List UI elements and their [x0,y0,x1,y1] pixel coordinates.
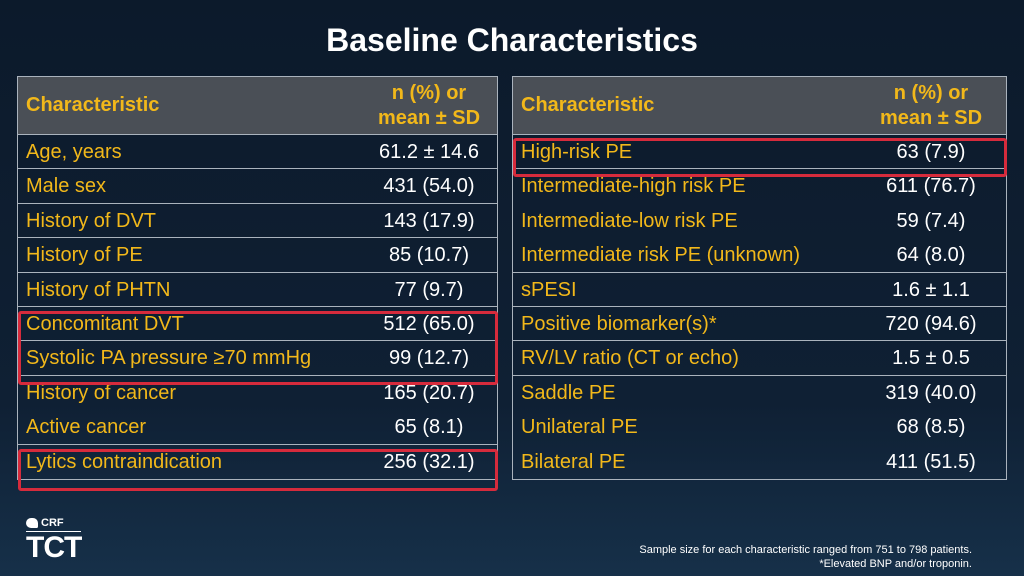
tct-logo: CRF TCT [26,517,82,564]
table-row: History of cancer 165 (20.7) [18,376,497,410]
table-row: History of PE 85 (10.7) [18,238,497,273]
header-value: n (%) or mean ± SD [377,81,481,129]
row-label: High-risk PE [521,141,633,163]
footnote: Sample size for each characteristic rang… [639,543,972,571]
table-row: Active cancer 65 (8.1) [18,410,497,445]
table-row: sPESI 1.6 ± 1.1 [513,273,1006,307]
table-row: Intermediate risk PE (unknown) 64 (8.0) [513,238,1006,273]
row-label: sPESI [521,278,577,301]
left-characteristics-table: Characteristic n (%) or mean ± SD Age, ye… [17,76,498,480]
crf-heart-icon [26,518,38,528]
footnote-sample-size: Sample size for each characteristic rang… [639,544,972,556]
row-value: 63 (7.9) [896,141,966,163]
row-value: 68 (8.5) [896,416,966,439]
row-label: Concomitant DVT [26,312,184,335]
table-row: Concomitant DVT 512 (65.0) [18,307,497,342]
footnote-biomarker: *Elevated BNP and/or troponin. [819,558,972,570]
crf-logo: CRF [26,517,81,529]
row-label: Male sex [26,175,107,198]
row-label: Age, years [26,141,122,163]
table-row: Unilateral PE 68 (8.5) [513,410,1006,444]
row-label: History of PE [26,244,143,267]
row-value: 85 (10.7) [388,244,470,267]
table-header: Characteristic n (%) or mean ± SD [513,77,1006,135]
table-row: Male sex 431 (54.0) [18,169,497,204]
tct-wordmark: TCT [26,531,82,564]
row-label: Unilateral PE [521,416,638,439]
row-value: 431 (54.0) [383,175,475,198]
table-row: Bilateral PE 411 (51.5) [513,445,1006,479]
header-characteristic: Characteristic [26,94,160,116]
row-value: 611 (76.7) [886,175,976,198]
row-value: 411 (51.5) [886,450,976,473]
table-row: Intermediate-low risk PE 59 (7.4) [513,204,1006,238]
row-label: History of PHTN [26,278,171,301]
row-label: RV/LV ratio (CT or echo) [521,347,739,370]
row-label: Systolic PA pressure ≥70 mmHg [26,347,312,370]
row-label: History of DVT [26,209,157,232]
row-value: 61.2 ± 14.6 [379,141,479,163]
row-label: Intermediate risk PE (unknown) [521,244,801,267]
table-row: High-risk PE 63 (7.9) [513,135,1006,170]
table-row: History of PHTN 77 (9.7) [18,273,497,307]
row-value: 65 (8.1) [394,416,464,439]
row-label: Lytics contraindication [26,450,223,473]
table-row: Age, years 61.2 ± 14.6 [18,135,497,170]
table-row: Saddle PE 319 (40.0) [513,376,1006,410]
row-value: 99 (12.7) [388,347,470,370]
row-label: Active cancer [26,416,147,439]
row-value: 165 (20.7) [383,381,475,404]
header-characteristic: Characteristic [521,94,655,116]
page-title: Baseline Characteristics [326,22,698,58]
row-label: Positive biomarker(s)* [521,312,717,335]
row-value: 59 (7.4) [896,209,966,232]
row-label: Saddle PE [521,381,616,404]
table-row: Positive biomarker(s)* 720 (94.6) [513,307,1006,342]
table-row: RV/LV ratio (CT or echo) 1.5 ± 0.5 [513,341,1006,376]
row-value: 512 (65.0) [383,312,475,335]
table-row: Intermediate-high risk PE 611 (76.7) [513,169,1006,203]
row-label: History of cancer [26,381,177,404]
table-row: Systolic PA pressure ≥70 mmHg 99 (12.7) [18,341,497,376]
row-value: 720 (94.6) [885,312,977,335]
row-value: 143 (17.9) [383,209,475,232]
row-value: 319 (40.0) [885,381,977,404]
row-value: 1.6 ± 1.1 [892,278,970,301]
row-value: 1.5 ± 0.5 [892,347,970,370]
row-value: 64 (8.0) [896,244,966,267]
row-value: 77 (9.7) [394,278,464,301]
table-header: Characteristic n (%) or mean ± SD [18,77,497,135]
row-label: Bilateral PE [521,450,626,473]
table-row: Lytics contraindication 256 (32.1) [18,445,497,479]
header-value: n (%) or mean ± SD [879,81,983,129]
table-row: History of DVT 143 (17.9) [18,204,497,239]
row-label: Intermediate-high risk PE [521,175,746,198]
row-label: Intermediate-low risk PE [521,209,738,232]
row-value: 256 (32.1) [383,450,475,473]
right-characteristics-table: Characteristic n (%) or mean ± SD High-ri… [512,76,1007,480]
